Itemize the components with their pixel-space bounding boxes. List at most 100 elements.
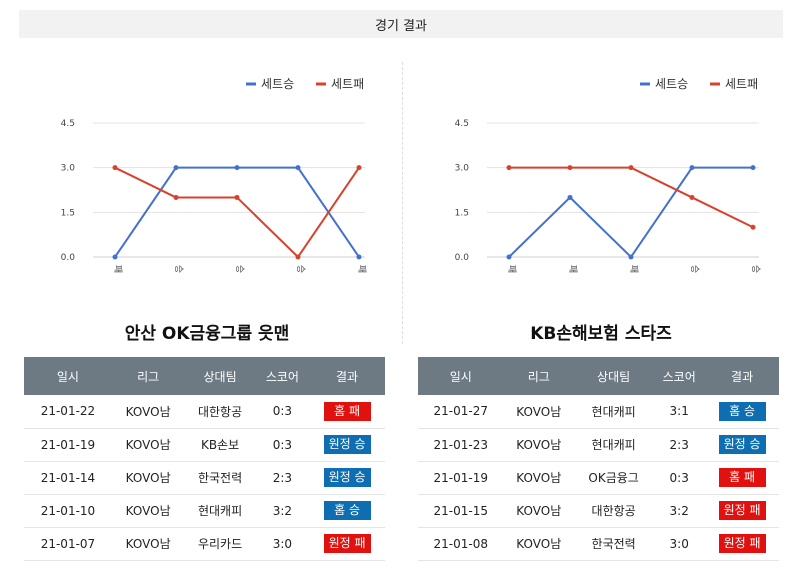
result-cell: 원정 패 [705,494,779,528]
table-row: 21-01-22 KOVO남 대한항공 0:3 홈 패 [24,395,385,429]
result-badge: 홈 승 [718,401,766,421]
x-tick-label: 패 [506,265,517,273]
league-cell: KOVO남 [503,461,575,495]
result-badge: 원정 승 [323,468,371,487]
x-tick-label: 승 [295,265,306,273]
x-tick-label: 패 [628,265,639,273]
data-point-loss [750,224,756,230]
result-cell: 홈 승 [309,494,385,528]
col-result-header: 결과 [309,357,385,395]
legend-label-loss: 세트패 [725,77,758,91]
y-tick-label: 4.5 [455,119,469,129]
opponent-cell: 현대캐피 [184,494,256,528]
x-tick-label: 승 [750,265,761,273]
result-badge: 홈 패 [323,401,371,421]
league-cell: KOVO남 [111,527,185,561]
set-results-chart-home: 세트승 세트패 0.0 1.5 3.0 4.5 패 승 승 승 패 [61,77,367,273]
opponent-cell: 현대캐피 [574,428,654,462]
table-row: 21-01-10 KOVO남 현대캐피 3:2 홈 승 [24,494,385,528]
opponent-cell: 대한항공 [184,395,256,429]
result-badge: 원정 승 [323,435,371,454]
team-name-home: 안산 OK금융그룹 읏맨 [124,324,290,344]
date-cell: 21-01-10 [24,494,112,528]
col-opponent-header: 상대팀 [184,357,256,395]
data-point-loss [689,194,695,200]
table-row: 21-01-08 KOVO남 한국전력 3:0 원정 패 [418,527,779,561]
table-row: 21-01-15 KOVO남 대한항공 3:2 원정 패 [418,494,779,528]
data-point-loss [628,165,634,171]
x-tick-label: 패 [112,265,123,273]
x-tick-label: 패 [356,265,367,273]
table-row: 21-01-23 KOVO남 현대캐피 2:3 원정 승 [418,428,779,462]
data-point-win [567,194,573,200]
table-row: 21-01-27 KOVO남 현대캐피 3:1 홈 승 [418,395,779,429]
league-cell: KOVO남 [503,428,575,462]
league-cell: KOVO남 [111,494,185,528]
date-cell: 21-01-07 [24,527,112,561]
col-score-header: 스코어 [255,357,310,395]
score-cell: 3:2 [653,494,706,528]
data-point-win [112,254,118,260]
result-badge: 원정 패 [718,534,766,553]
opponent-cell: 현대캐피 [574,395,654,429]
data-point-loss [567,165,573,171]
recent-results-table-away: 일시 리그 상대팀 스코어 결과 21-01-27 KOVO남 현대캐피 3:1 홈 승… [418,357,779,561]
data-point-win [295,165,301,171]
table-row: 21-01-19 KOVO남 KB손보 0:3 원정 승 [24,428,385,462]
result-badge: 원정 승 [718,435,766,454]
team-name-away: KB손해보험 스타즈 [530,324,672,344]
result-cell: 원정 승 [309,428,385,462]
date-cell: 21-01-19 [24,428,112,462]
date-cell: 21-01-23 [418,428,504,462]
recent-results-table-home: 일시 리그 상대팀 스코어 결과 21-01-22 KOVO남 대한항공 0:3 홈 패… [24,357,385,561]
data-point-win [628,254,634,260]
data-point-loss [506,165,512,171]
score-cell: 0:3 [255,395,310,429]
date-cell: 21-01-22 [24,395,112,429]
y-tick-label: 1.5 [455,208,469,218]
date-cell: 21-01-08 [418,527,504,561]
opponent-cell: OK금융그 [574,461,654,495]
data-point-win [234,165,240,171]
chart-legend: 세트승 세트패 [640,77,758,91]
score-cell: 2:3 [255,461,310,495]
result-cell: 홈 승 [705,395,779,429]
score-cell: 2:3 [653,428,706,462]
data-point-loss [173,194,179,200]
data-point-win [689,165,695,171]
series-line-loss [509,166,754,229]
score-cell: 3:0 [255,527,310,561]
league-cell: KOVO남 [503,494,575,528]
col-league-header: 리그 [503,357,575,395]
y-tick-label: 0.0 [61,253,76,263]
result-cell: 원정 패 [309,527,385,561]
date-cell: 21-01-19 [418,461,504,495]
data-point-win [173,165,179,171]
data-point-loss [112,165,118,171]
x-tick-label: 승 [173,265,184,273]
league-cell: KOVO남 [111,395,185,429]
legend-label-win: 세트승 [655,77,688,91]
table-row: 21-01-19 KOVO남 OK금융그 0:3 홈 패 [418,461,779,495]
result-cell: 홈 패 [705,461,779,495]
score-cell: 3:2 [255,494,310,528]
opponent-cell: 대한항공 [574,494,654,528]
date-cell: 21-01-15 [418,494,504,528]
x-tick-label: 승 [689,265,700,273]
col-league-header: 리그 [111,357,185,395]
section-header: 경기 결과 [19,10,783,38]
team-panel-away: 세트승 세트패 0.0 1.5 3.0 4.5 패 패 패 승 승 KB손해보험 스타즈 일시 리그… [416,50,786,570]
y-tick-label: 3.0 [455,164,470,174]
opponent-cell: 한국전력 [574,527,654,561]
col-score-header: 스코어 [653,357,706,395]
x-tick-label: 승 [234,265,245,273]
legend-label-win: 세트승 [261,77,294,91]
y-tick-label: 3.0 [61,164,76,174]
opponent-cell: 한국전력 [184,461,256,495]
set-results-chart-away: 세트승 세트패 0.0 1.5 3.0 4.5 패 패 패 승 승 [455,77,761,273]
y-tick-label: 0.0 [455,253,470,263]
date-cell: 21-01-14 [24,461,112,495]
league-cell: KOVO남 [503,395,575,429]
team-panel-home: 세트승 세트패 0.0 1.5 3.0 4.5 패 승 승 승 패 안산 OK금융그룹 읏맨 일시 … [22,50,392,570]
score-cell: 3:0 [653,527,706,561]
